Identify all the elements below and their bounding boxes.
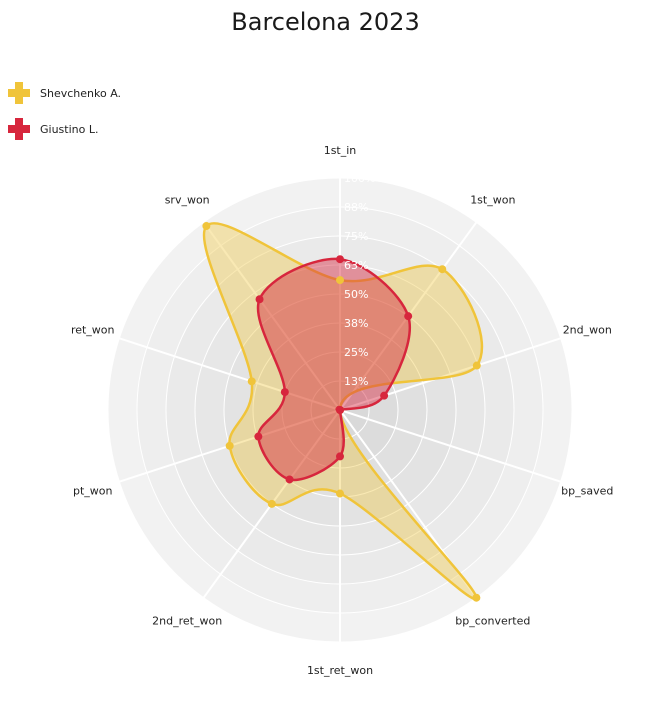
tick-label: 25% (344, 346, 368, 359)
tick-label: 63% (344, 259, 368, 272)
data-point (336, 452, 344, 461)
axis-label: srv_won (165, 194, 210, 207)
tick-label: 50% (344, 288, 368, 301)
data-point (267, 499, 276, 508)
axis-label: 1st_in (324, 144, 357, 157)
data-point (254, 432, 263, 441)
data-point (202, 222, 211, 231)
data-point (247, 377, 256, 386)
data-point (336, 406, 344, 414)
tick-label: 88% (344, 201, 368, 214)
legend-label: Shevchenko A. (40, 86, 122, 100)
data-point (438, 265, 447, 274)
data-point (285, 475, 294, 484)
axis-label: bp_converted (455, 614, 530, 627)
tick-label: 75% (344, 230, 368, 243)
legend-item-giustino[interactable]: Giustino L. (8, 118, 121, 140)
axis-line (339, 337, 561, 411)
axis-label: pt_won (73, 484, 113, 497)
axis-label: 2nd_ret_won (152, 614, 222, 627)
chart-title: Barcelona 2023 (231, 8, 420, 36)
data-point (280, 388, 289, 397)
series-area (202, 222, 484, 601)
axis-line (339, 409, 561, 483)
legend: Shevchenko A. Giustino L. (8, 82, 121, 154)
data-point (380, 391, 389, 400)
data-point (472, 361, 481, 370)
axis-line (202, 221, 341, 411)
plus-icon (8, 82, 30, 104)
tick-label: 100% (344, 172, 375, 185)
data-point (336, 276, 344, 285)
tick-label: 38% (344, 317, 368, 330)
axis-label: 1st_ret_won (307, 664, 373, 677)
axis-line (119, 337, 341, 411)
axis-label: 2nd_won (563, 324, 612, 337)
data-point (336, 255, 344, 264)
axis-label: bp_saved (561, 484, 613, 497)
data-point (404, 312, 413, 321)
axis-label: ret_won (71, 324, 115, 337)
data-point (255, 295, 264, 304)
data-point (472, 593, 481, 602)
legend-label: Giustino L. (40, 122, 99, 136)
axis-label: 1st_won (470, 194, 515, 207)
plus-icon (8, 118, 30, 140)
legend-item-shevchenko[interactable]: Shevchenko A. (8, 82, 121, 104)
tick-label: 13% (344, 375, 368, 388)
data-point (336, 489, 344, 498)
data-point (225, 441, 234, 450)
